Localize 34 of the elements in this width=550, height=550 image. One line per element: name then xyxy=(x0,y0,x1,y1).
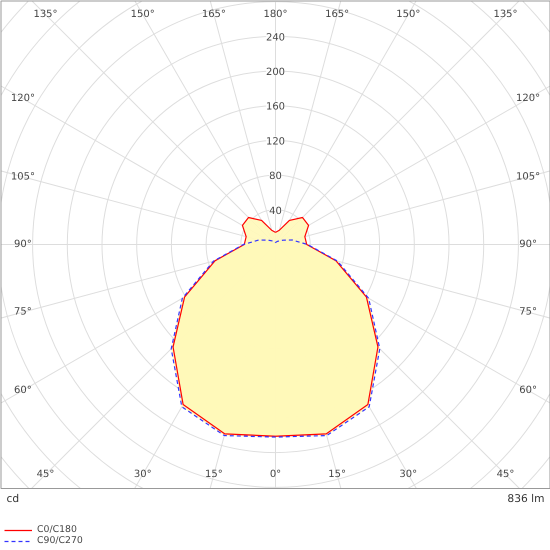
spoke-label: 105° xyxy=(516,171,540,182)
spoke-label: 180° xyxy=(263,9,288,20)
legend-label: C90/C270 xyxy=(37,535,83,546)
text: 836 lm xyxy=(507,492,545,505)
spoke-label: 45° xyxy=(496,469,514,480)
y-tick-label: 40 xyxy=(269,206,282,217)
spoke-label: 120° xyxy=(10,93,35,104)
legend-label: C0/C180 xyxy=(37,524,77,535)
spoke-label: 165° xyxy=(325,9,350,20)
spoke-label: 150° xyxy=(396,9,420,20)
spoke-label: 90° xyxy=(14,239,32,250)
spoke-label: 75° xyxy=(14,306,32,318)
spoke-label: 150° xyxy=(130,9,155,20)
y-tick-label: 160 xyxy=(266,102,286,113)
text: cd xyxy=(6,492,20,505)
y-tick-label: 80 xyxy=(269,171,282,182)
spoke-label: 30° xyxy=(134,469,152,480)
spoke-label: 60° xyxy=(14,384,32,396)
y-tick-label: 120 xyxy=(266,136,286,148)
spoke-label: 135° xyxy=(33,9,58,20)
spoke-label: 15° xyxy=(205,469,223,480)
spoke-label: 135° xyxy=(493,9,518,20)
spoke-label: 120° xyxy=(516,93,540,104)
spoke-label: 15° xyxy=(328,469,346,480)
y-tick-label: 200 xyxy=(266,67,286,78)
spoke-label: 0° xyxy=(270,469,282,480)
spoke-label: 45° xyxy=(36,469,54,480)
spoke-label: 30° xyxy=(399,469,418,480)
spoke-label: 105° xyxy=(10,171,35,182)
spoke-label: 75° xyxy=(519,306,537,318)
spoke-label: 90° xyxy=(519,239,537,250)
y-tick-label: 240 xyxy=(266,32,286,44)
spoke-label: 60° xyxy=(519,384,537,396)
spoke-label: 165° xyxy=(202,9,226,20)
